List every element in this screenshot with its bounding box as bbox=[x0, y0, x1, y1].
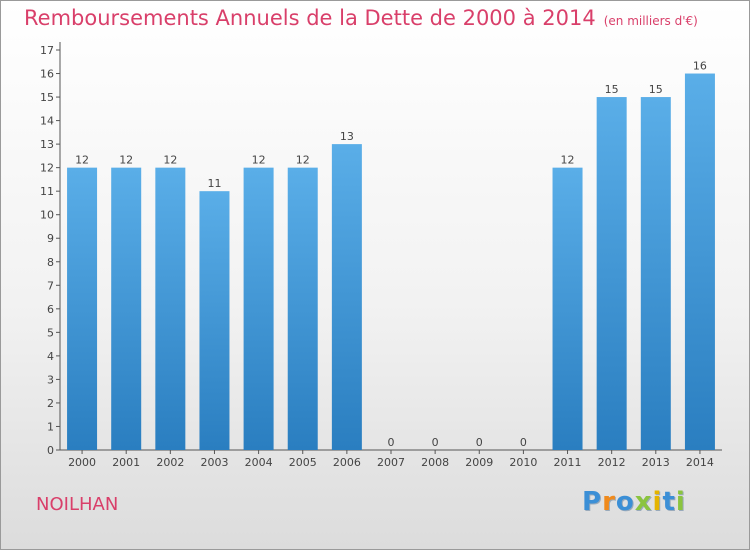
place-name: NOILHAN bbox=[36, 494, 119, 515]
y-tick-label: 4 bbox=[47, 350, 54, 363]
y-tick-label: 16 bbox=[40, 68, 54, 81]
bar bbox=[552, 167, 583, 450]
y-tick-label: 10 bbox=[40, 209, 54, 222]
bar bbox=[287, 167, 318, 450]
bars bbox=[67, 73, 715, 451]
x-tick-label: 2004 bbox=[245, 456, 273, 469]
bar-value-label: 12 bbox=[296, 154, 310, 167]
x-tick-label: 2000 bbox=[68, 456, 96, 469]
y-tick-label: 14 bbox=[40, 115, 54, 128]
bar bbox=[331, 144, 362, 450]
bar bbox=[111, 167, 142, 450]
bar-value-label: 13 bbox=[340, 130, 354, 143]
y-tick-label: 12 bbox=[40, 162, 54, 175]
y-tick-label: 11 bbox=[40, 185, 54, 198]
logo-letter: o bbox=[615, 487, 635, 517]
y-tick-label: 13 bbox=[40, 138, 54, 151]
x-tick-label: 2008 bbox=[421, 456, 449, 469]
bar-value-label: 15 bbox=[605, 83, 619, 96]
y-tick-label: 17 bbox=[40, 44, 54, 57]
logo-letter: r bbox=[602, 487, 616, 517]
x-tick-label: 2010 bbox=[509, 456, 537, 469]
y-tick-label: 5 bbox=[47, 326, 54, 339]
x-tick-label: 2012 bbox=[598, 456, 626, 469]
y-tick-label: 3 bbox=[47, 373, 54, 386]
bar bbox=[243, 167, 274, 450]
bar bbox=[596, 97, 627, 450]
bar-labels: 12 12 12 11 12 12 13 0 0 0 0 12 15 15 16 bbox=[75, 60, 707, 449]
y-tick-label: 15 bbox=[40, 91, 54, 104]
bar-value-label: 0 bbox=[388, 436, 395, 449]
bar-value-label: 12 bbox=[252, 154, 266, 167]
bar-value-label: 12 bbox=[75, 154, 89, 167]
bar-value-label: 0 bbox=[520, 436, 527, 449]
x-tick-label: 2005 bbox=[289, 456, 317, 469]
title-text: Remboursements Annuels de la Dette de 20… bbox=[24, 6, 596, 30]
logo-letter: i bbox=[652, 487, 663, 517]
y-tick-label: 1 bbox=[47, 420, 54, 433]
y-tick-label: 6 bbox=[47, 303, 54, 316]
bar bbox=[67, 167, 98, 450]
x-tick-label: 2001 bbox=[112, 456, 140, 469]
bar-value-label: 12 bbox=[119, 154, 133, 167]
x-tick-label: 2011 bbox=[554, 456, 582, 469]
x-tick-label: 2014 bbox=[686, 456, 714, 469]
bar bbox=[199, 191, 230, 451]
y-tick-label: 8 bbox=[47, 256, 54, 269]
bar bbox=[640, 97, 671, 450]
y-tick-label: 9 bbox=[47, 232, 54, 245]
y-tick-label: 7 bbox=[47, 279, 54, 292]
y-tick-label: 2 bbox=[47, 397, 54, 410]
bar bbox=[155, 167, 186, 450]
bar-value-label: 11 bbox=[207, 177, 221, 190]
logo-letter: x bbox=[634, 487, 653, 517]
x-tick-label: 2003 bbox=[200, 456, 228, 469]
logo-letter: i bbox=[675, 487, 686, 517]
x-tick-label: 2007 bbox=[377, 456, 405, 469]
title-unit: (en milliers d'€) bbox=[603, 14, 698, 28]
proxiti-logo: Proxiti bbox=[582, 487, 686, 517]
bar-value-label: 0 bbox=[476, 436, 483, 449]
bar bbox=[684, 73, 715, 450]
logo-letter: t bbox=[662, 487, 676, 517]
y-tick-label: 0 bbox=[47, 444, 54, 457]
bar-value-label: 16 bbox=[693, 60, 707, 73]
chart-title: Remboursements Annuels de la Dette de 20… bbox=[24, 6, 698, 30]
bar-value-label: 15 bbox=[649, 83, 663, 96]
bar-value-label: 12 bbox=[163, 154, 177, 167]
x-tick-label: 2002 bbox=[156, 456, 184, 469]
x-tick-label: 2013 bbox=[642, 456, 670, 469]
bar-value-label: 0 bbox=[432, 436, 439, 449]
x-tick-label: 2006 bbox=[333, 456, 361, 469]
x-tick-label: 2009 bbox=[465, 456, 493, 469]
logo-letter: P bbox=[582, 487, 603, 517]
bar-value-label: 12 bbox=[561, 154, 575, 167]
